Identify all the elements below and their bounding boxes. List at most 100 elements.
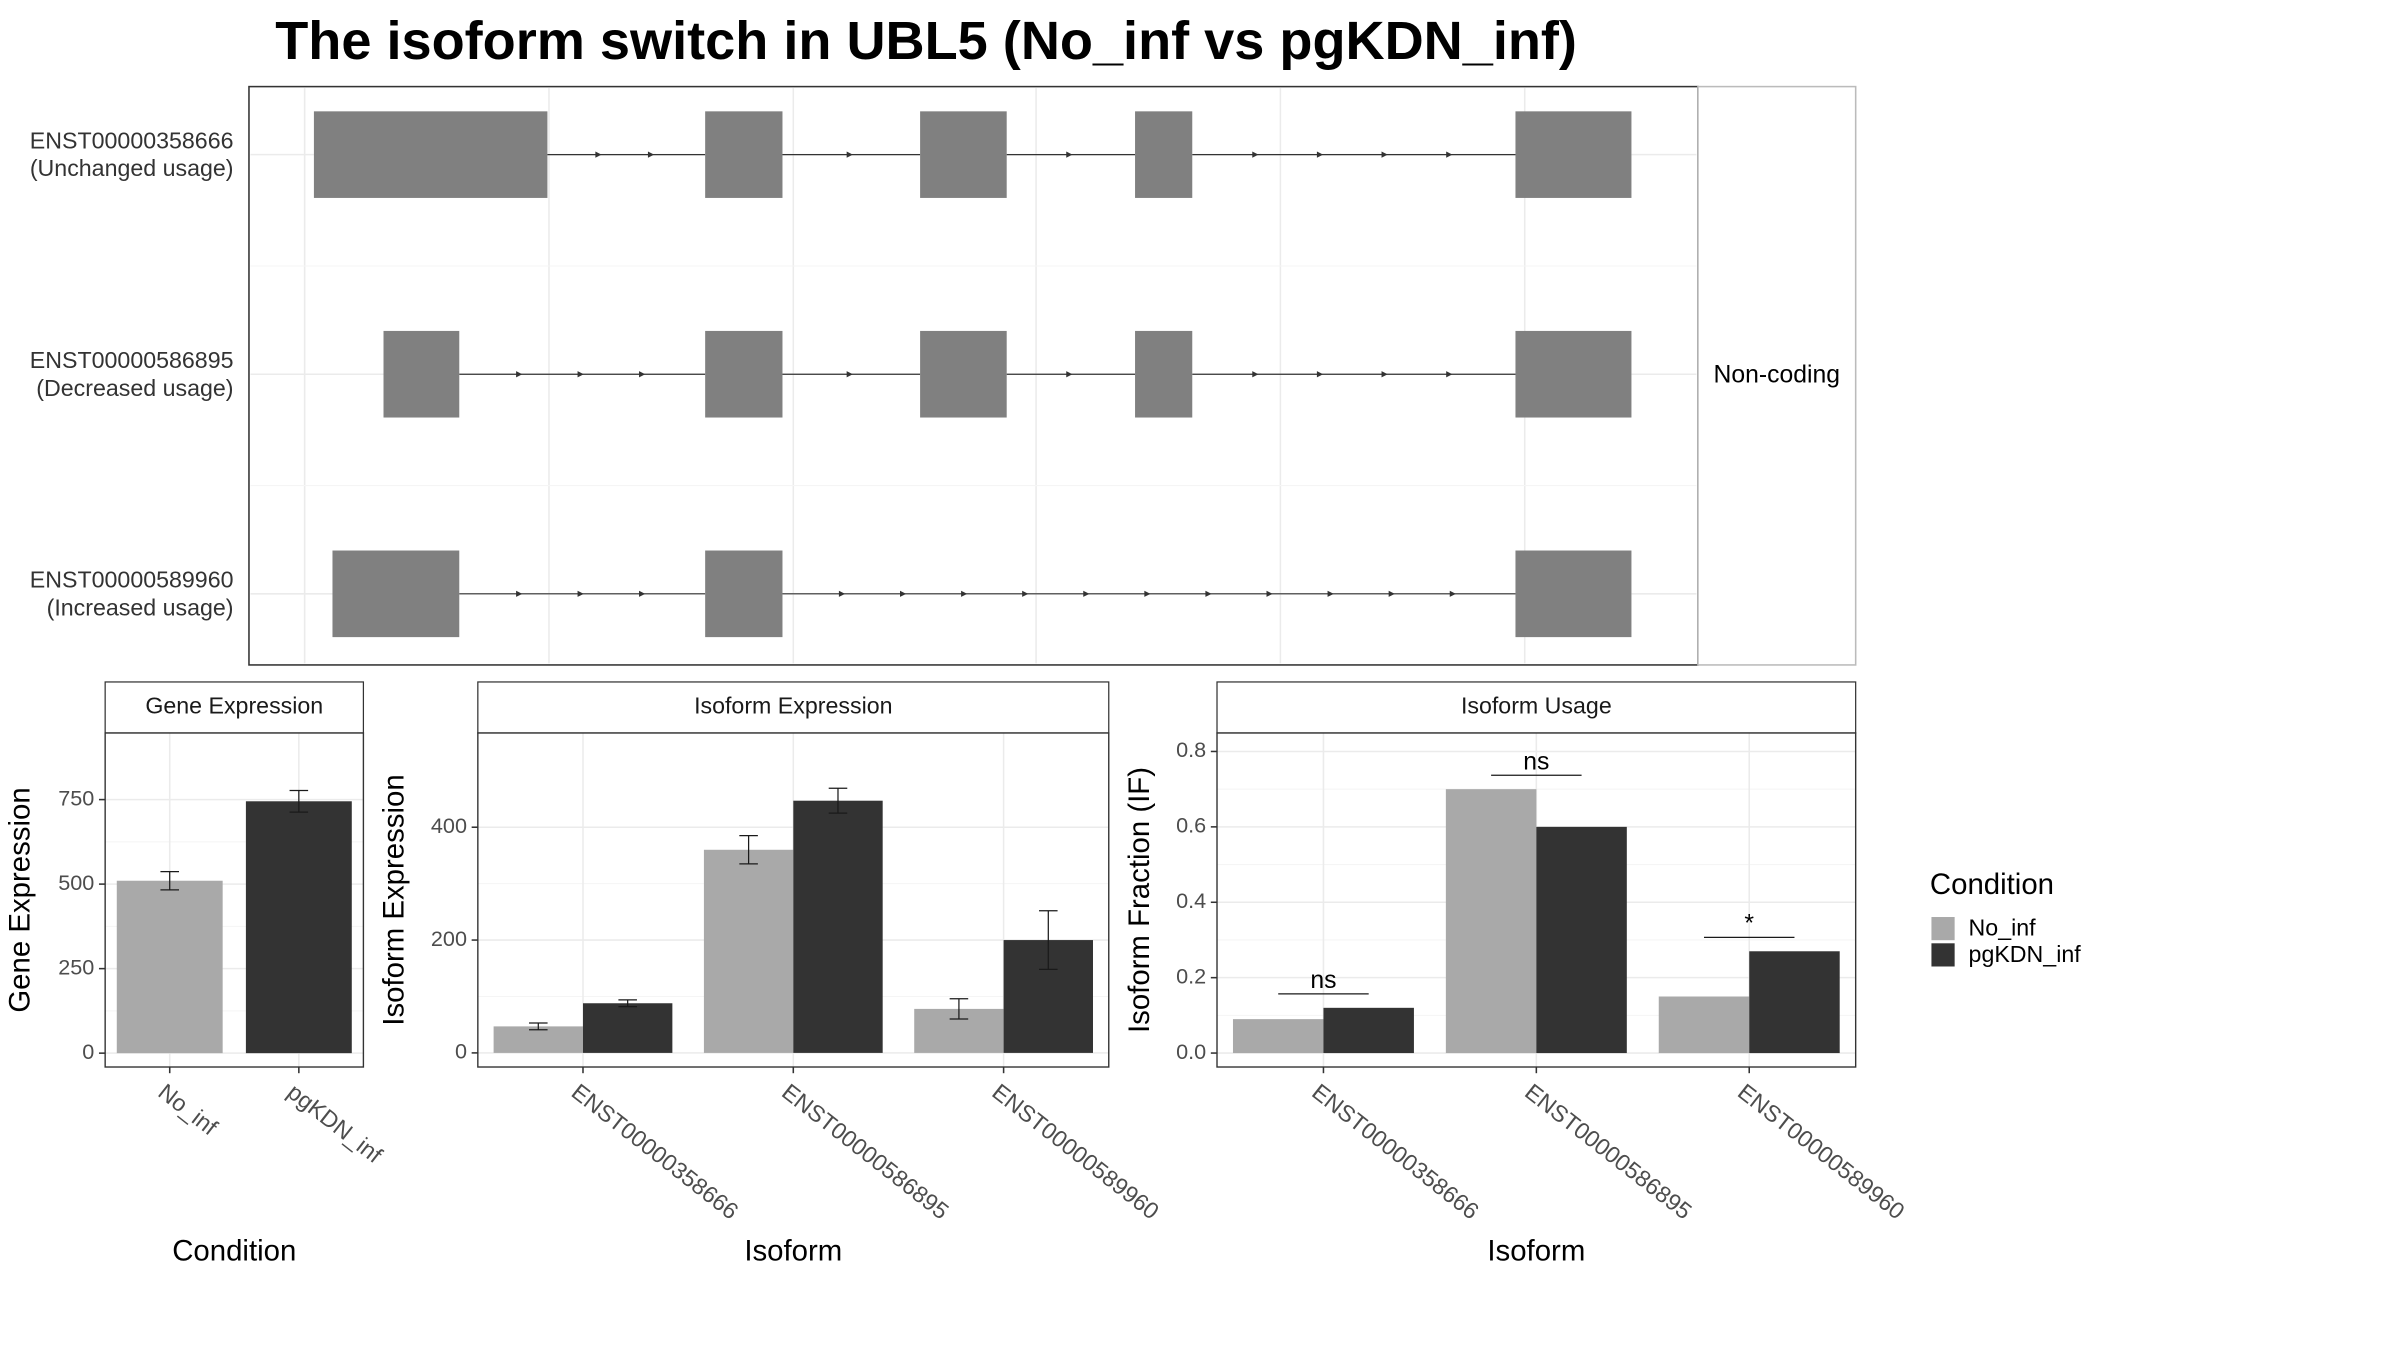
x-tick-label: ENST00000589960 xyxy=(987,1078,1164,1224)
legend-title: Condition xyxy=(1930,868,2054,901)
intron-arrow xyxy=(1252,371,1259,378)
intron-arrow xyxy=(1449,590,1456,597)
x-tick-label: pgKDN_inf xyxy=(283,1078,388,1168)
transcript-name: ENST00000358666 xyxy=(30,127,234,153)
structure-strip xyxy=(1697,85,1857,666)
intron-arrow xyxy=(1066,371,1073,378)
legend-swatch xyxy=(1931,917,1955,941)
x-axis-title: Isoform xyxy=(744,1234,842,1267)
y-axis-title: Isoform Fraction (IF) xyxy=(1123,767,1156,1033)
exon xyxy=(1515,550,1632,638)
panel-border xyxy=(104,732,365,1068)
bar xyxy=(1749,951,1840,1054)
transcript-name: ENST00000586895 xyxy=(30,347,234,373)
x-tick-label: ENST00000586895 xyxy=(777,1078,954,1224)
exon xyxy=(332,550,460,638)
bar xyxy=(1323,1007,1414,1054)
y-tick-label: 0.0 xyxy=(1176,1039,1206,1064)
error-bar xyxy=(160,870,179,891)
panel-border xyxy=(477,732,1110,1068)
exon xyxy=(920,330,1007,418)
intron-arrow xyxy=(961,590,968,597)
bar xyxy=(793,800,883,1053)
legend-swatch xyxy=(1931,943,1955,967)
y-tick-label: 0.2 xyxy=(1176,963,1206,988)
intron-arrow xyxy=(595,151,602,158)
y-axis-title: Gene Expression xyxy=(3,787,36,1012)
intron-arrow xyxy=(647,151,655,158)
bar xyxy=(493,1026,583,1053)
intron-arrow xyxy=(1381,371,1388,378)
intron-arrow xyxy=(1266,590,1273,597)
intron-arrow xyxy=(516,590,523,597)
intron-arrow xyxy=(1205,590,1212,597)
y-axis-title: Isoform Expression xyxy=(378,774,411,1025)
transcript-usage: (Decreased usage) xyxy=(36,375,233,401)
intron-arrow xyxy=(1327,590,1334,597)
bar xyxy=(703,849,794,1053)
x-tick-label: ENST00000358666 xyxy=(567,1078,744,1224)
intron-arrow xyxy=(1446,371,1453,378)
legend-label: No_inf xyxy=(1969,915,2037,941)
intron-arrow xyxy=(1446,151,1453,158)
y-tick-label: 250 xyxy=(58,954,94,979)
x-tick-label: ENST00000358666 xyxy=(1307,1078,1484,1224)
intron-arrow xyxy=(577,590,584,597)
y-tick-label: 750 xyxy=(58,785,94,810)
exon xyxy=(1515,111,1632,198)
transcript-name: ENST00000589960 xyxy=(30,567,234,593)
intron-arrow xyxy=(1083,590,1090,597)
exon xyxy=(705,111,783,198)
transcript-usage: (Unchanged usage) xyxy=(30,155,234,181)
error-bar xyxy=(289,789,309,813)
transcript-usage: (Increased usage) xyxy=(47,594,234,620)
bar xyxy=(245,801,352,1054)
x-axis-title: Isoform xyxy=(1487,1234,1585,1267)
intron-arrow xyxy=(1388,590,1395,597)
x-tick-label: ENST00000589960 xyxy=(1733,1078,1910,1224)
bar xyxy=(582,1003,673,1053)
y-tick-label: 400 xyxy=(431,813,467,838)
exon xyxy=(313,111,548,198)
error-bar xyxy=(1039,910,1058,971)
intron-arrow xyxy=(900,590,907,597)
y-tick-label: 500 xyxy=(58,870,94,895)
exon xyxy=(383,330,460,418)
exon xyxy=(705,550,783,638)
title: The isoform switch in UBL5 (No_inf vs pg… xyxy=(275,11,1577,71)
bar xyxy=(1536,826,1627,1054)
exon xyxy=(1135,111,1193,198)
significance-label: * xyxy=(1744,911,1754,938)
strip-label: Isoform Usage xyxy=(1461,693,1612,719)
error-bar xyxy=(949,998,969,1020)
intron-arrow xyxy=(846,151,853,158)
x-tick-label: No_inf xyxy=(154,1078,223,1140)
x-axis-title: Condition xyxy=(172,1234,296,1267)
y-tick-label: 0.4 xyxy=(1176,888,1206,913)
exon xyxy=(1515,330,1632,418)
panel-border xyxy=(1216,732,1857,1068)
strip-label: Gene Expression xyxy=(145,693,323,719)
intron-arrow xyxy=(846,371,853,378)
x-tick-label: ENST00000586895 xyxy=(1520,1078,1697,1224)
exon xyxy=(1135,330,1193,418)
error-bar xyxy=(828,787,848,814)
bar xyxy=(1232,1019,1324,1054)
intron-arrow xyxy=(1022,590,1029,597)
intron-arrow xyxy=(1144,590,1151,597)
legend-label: pgKDN_inf xyxy=(1969,941,2082,967)
y-tick-label: 0 xyxy=(82,1039,94,1064)
bar xyxy=(1658,996,1750,1054)
intron-arrow xyxy=(639,371,646,378)
significance-label: ns xyxy=(1310,967,1336,994)
intron-arrow xyxy=(1316,371,1324,378)
intron-arrow xyxy=(838,590,846,597)
bar xyxy=(116,880,223,1054)
intron-arrow xyxy=(1066,151,1073,158)
error-bar xyxy=(529,1022,548,1031)
error-bar xyxy=(618,999,637,1008)
strip-label: Isoform Expression xyxy=(694,693,892,719)
intron-arrow xyxy=(577,371,584,378)
strip-label: Non-coding xyxy=(1714,361,1841,388)
bar xyxy=(1445,789,1537,1054)
